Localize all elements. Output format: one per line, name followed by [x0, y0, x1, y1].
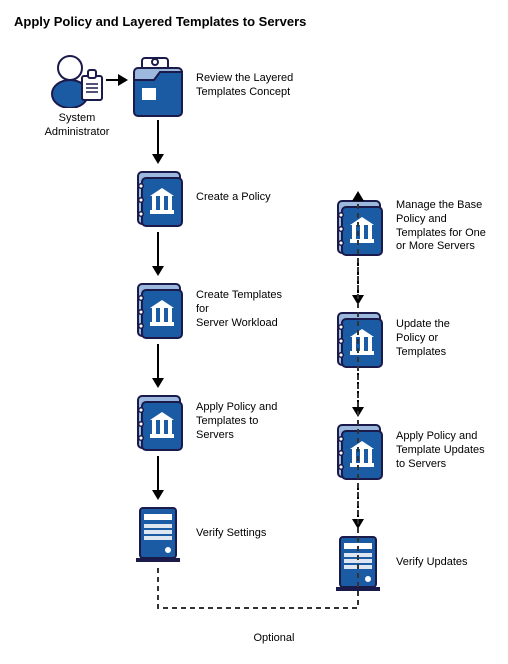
person-icon — [48, 50, 106, 108]
node-label-verify_updates: Verify Updates — [396, 556, 500, 570]
node-label-apply_updates: Apply Policy andTemplate Updatesto Serve… — [396, 430, 500, 471]
folder-icon — [130, 54, 186, 118]
optional-connector — [138, 155, 378, 618]
actor-icon — [48, 50, 106, 108]
optional-label: Optional — [244, 632, 304, 646]
node-review — [130, 54, 186, 118]
node-label-update: Update thePolicy orTemplates — [396, 318, 500, 359]
diagram-title: Apply Policy and Layered Templates to Se… — [14, 14, 494, 29]
node-label-manage: Manage the BasePolicy andTemplates for O… — [396, 199, 500, 254]
actor-label: SystemAdministrator — [32, 112, 122, 140]
arrow-right-icon — [106, 72, 128, 88]
node-label-review: Review the LayeredTemplates Concept — [196, 72, 306, 100]
